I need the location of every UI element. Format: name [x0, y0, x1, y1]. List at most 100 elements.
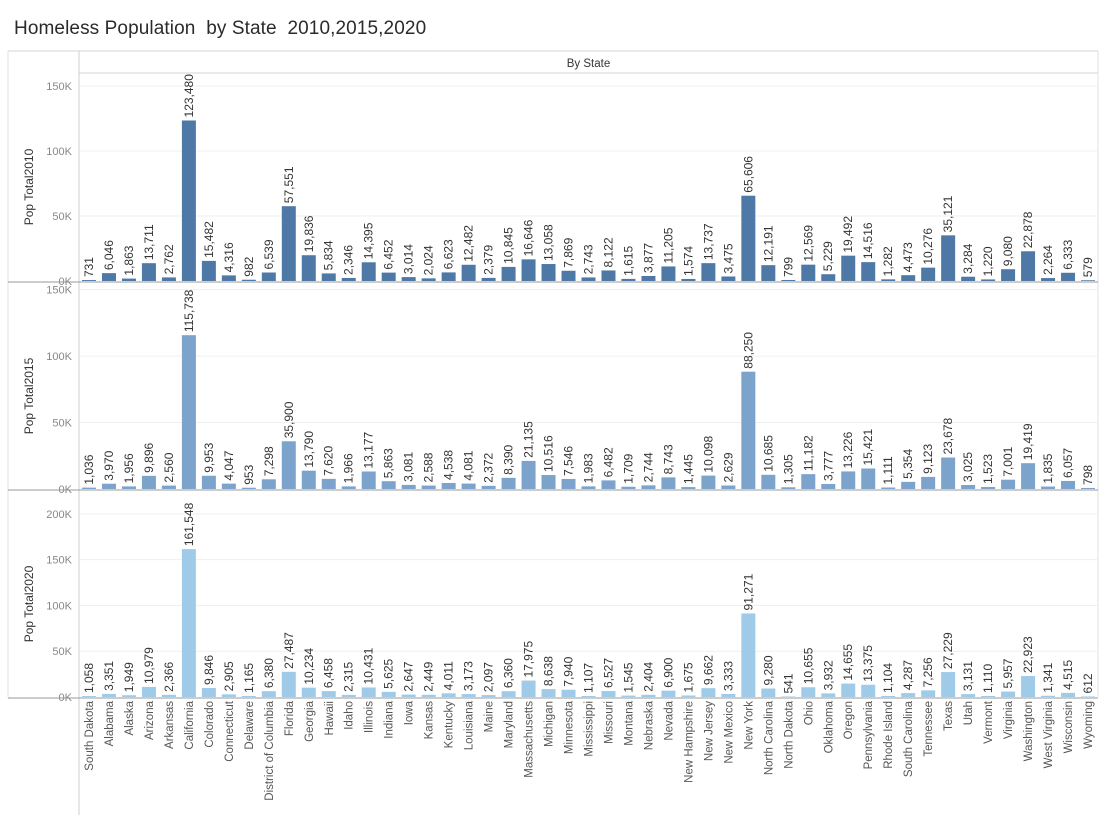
data-label: 5,863: [382, 448, 396, 478]
data-label: 1,282: [881, 246, 895, 276]
data-label: 1,445: [681, 454, 695, 484]
data-label: 10,979: [142, 647, 156, 684]
data-label: 1,574: [681, 246, 695, 276]
data-label: 1,110: [981, 664, 995, 693]
category-label: Illinois: [364, 701, 376, 733]
data-label: 2,366: [162, 661, 176, 691]
bar: [201, 687, 216, 697]
data-label: 4,473: [901, 242, 915, 272]
data-label: 953: [242, 464, 256, 484]
bar: [361, 262, 376, 281]
data-label: 12,191: [761, 225, 775, 262]
data-label: 1,107: [582, 663, 596, 693]
data-label: 4,081: [462, 450, 476, 480]
data-label: 19,492: [841, 216, 855, 253]
data-label: 1,615: [621, 246, 635, 276]
data-label: 1,523: [981, 454, 995, 484]
data-label: 6,623: [442, 239, 456, 269]
data-label: 982: [242, 256, 256, 276]
category-label: Ohio: [803, 701, 815, 725]
data-label: 541: [781, 673, 795, 693]
data-label: 10,655: [801, 647, 815, 684]
bar: [701, 688, 716, 697]
data-label: 10,845: [502, 227, 516, 264]
bar: [621, 486, 636, 489]
bar: [361, 471, 376, 489]
bar: [121, 486, 136, 489]
category-label: Rhode Island: [883, 701, 895, 769]
data-label: 3,284: [961, 243, 975, 273]
bar: [801, 687, 816, 697]
data-label: 1,863: [122, 245, 136, 275]
data-label: 2,024: [422, 245, 436, 275]
data-label: 3,877: [641, 243, 655, 273]
bar: [241, 279, 256, 281]
data-label: 13,711: [142, 224, 156, 260]
category-label: Tennessee: [923, 701, 935, 757]
category-label: Alaska: [124, 700, 136, 735]
bar: [301, 255, 316, 281]
category-label: Missouri: [603, 701, 615, 744]
data-label: 3,932: [821, 660, 835, 690]
category-label: North Carolina: [763, 700, 775, 775]
bar: [281, 206, 296, 281]
bar: [681, 695, 696, 697]
data-label: 6,046: [102, 240, 116, 270]
data-label: 13,790: [302, 431, 316, 468]
data-label: 1,305: [781, 454, 795, 484]
data-label: 7,940: [562, 656, 576, 686]
category-label: Louisiana: [464, 700, 476, 750]
data-label: 1,165: [242, 663, 256, 693]
bar: [681, 487, 696, 489]
data-label: 6,057: [1061, 448, 1075, 478]
data-label: 7,869: [562, 237, 576, 267]
bar: [941, 235, 956, 281]
bar: [141, 475, 156, 489]
bar: [101, 483, 116, 489]
bar: [961, 484, 976, 489]
data-label: 5,625: [382, 658, 396, 688]
bar: [781, 487, 796, 489]
data-label: 5,354: [901, 449, 915, 479]
data-label: 9,280: [761, 655, 775, 685]
category-label: Indiana: [384, 700, 396, 738]
data-label: 8,122: [601, 237, 615, 267]
data-label: 2,905: [222, 661, 236, 691]
data-label: 13,058: [542, 224, 556, 261]
data-label: 2,372: [482, 452, 496, 482]
bar: [1081, 696, 1096, 697]
bar: [981, 279, 996, 281]
category-label: Maine: [484, 701, 496, 732]
data-label: 11,205: [661, 227, 675, 263]
bar: [861, 684, 876, 697]
data-label: 17,975: [522, 641, 536, 678]
bar: [521, 460, 536, 489]
data-label: 22,923: [1021, 636, 1035, 673]
bar: [561, 478, 576, 489]
bar: [901, 481, 916, 489]
bar: [281, 441, 296, 489]
data-label: 11,182: [801, 435, 815, 471]
bar: [721, 276, 736, 281]
bar: [921, 690, 936, 697]
bar: [481, 277, 496, 281]
bar: [481, 485, 496, 489]
data-label: 4,316: [222, 242, 236, 272]
data-label: 13,177: [362, 431, 376, 468]
data-label: 2,379: [482, 245, 496, 275]
data-label: 6,452: [382, 239, 396, 269]
data-label: 6,458: [322, 658, 336, 688]
y-tick-label: 200K: [46, 509, 72, 521]
bar: [221, 483, 236, 489]
data-label: 2,264: [1041, 245, 1055, 275]
data-label: 2,449: [422, 661, 436, 691]
column-header: By State: [567, 58, 610, 70]
category-label: New York: [743, 701, 755, 750]
category-label: Wisconsin: [1063, 701, 1075, 753]
data-label: 27,487: [282, 632, 296, 669]
bar: [641, 275, 656, 281]
bar: [181, 120, 196, 281]
data-label: 2,097: [482, 662, 496, 692]
